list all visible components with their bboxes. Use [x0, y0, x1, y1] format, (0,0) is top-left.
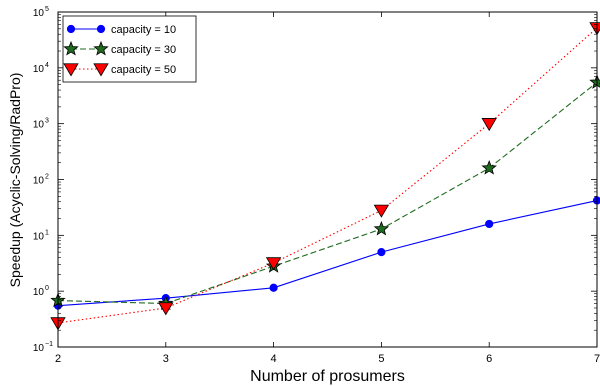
x-tick-label: 6 — [486, 353, 492, 365]
x-tick-label: 3 — [163, 353, 169, 365]
legend-label-1: capacity = 10 — [111, 24, 176, 36]
y-axis-label: Speedup (Acyclic-Solving/RadPro) — [7, 73, 23, 288]
y-tick-label: 10 — [33, 8, 45, 19]
legend-marker-1 — [96, 24, 106, 34]
legend-marker-2 — [93, 40, 109, 56]
y-tick-label-exponent: 3 — [45, 118, 49, 125]
legend-marker-1 — [66, 24, 76, 34]
series-1 — [53, 196, 600, 310]
series-1-line — [57, 200, 598, 307]
series-2-point — [373, 220, 390, 236]
legend-marker-2 — [63, 40, 79, 56]
series-3-point — [373, 204, 390, 218]
series-3-point — [265, 257, 282, 271]
y-tick-label-exponent: 4 — [45, 62, 49, 69]
series-2-point — [589, 74, 600, 89]
series-1-point — [485, 219, 494, 229]
y-tick-label-exponent: −1 — [45, 341, 53, 348]
series-1-point — [377, 248, 386, 257]
y-tick-label: 10 — [33, 231, 45, 242]
y-tick-label-exponent: 0 — [45, 285, 49, 292]
series-2-line — [57, 81, 598, 305]
x-tick-label: 2 — [55, 353, 61, 365]
legend: capacity = 10 capacity = 30 capacity = 50 — [62, 15, 197, 83]
legend-marker-3 — [63, 63, 79, 77]
series-1-point — [269, 283, 278, 292]
x-tick-label: 5 — [378, 353, 384, 365]
series-3-point — [158, 302, 174, 316]
y-tick-label: 10 — [33, 64, 45, 75]
series-2-point — [481, 159, 497, 175]
y-tick-label-exponent: 2 — [45, 174, 49, 181]
y-tick-label-exponent: 1 — [45, 229, 49, 236]
series-2 — [50, 74, 600, 311]
y-tick-label-exponent: 5 — [45, 6, 49, 13]
x-tick-label: 7 — [594, 353, 600, 365]
plot-frame — [57, 11, 598, 348]
legend-label-3: capacity = 50 — [111, 64, 176, 76]
x-tick-label: 4 — [271, 353, 277, 365]
y-tick-label: 10 — [33, 343, 45, 354]
y-tick-label: 10 — [33, 120, 45, 131]
legend-label-2: capacity = 30 — [111, 44, 176, 56]
x-axis-label: Number of prosumers — [250, 368, 405, 385]
y-tick-label: 10 — [33, 287, 45, 298]
legend-marker-3 — [93, 63, 109, 77]
series-3-point — [481, 118, 497, 132]
y-tick-label: 10 — [33, 176, 45, 187]
